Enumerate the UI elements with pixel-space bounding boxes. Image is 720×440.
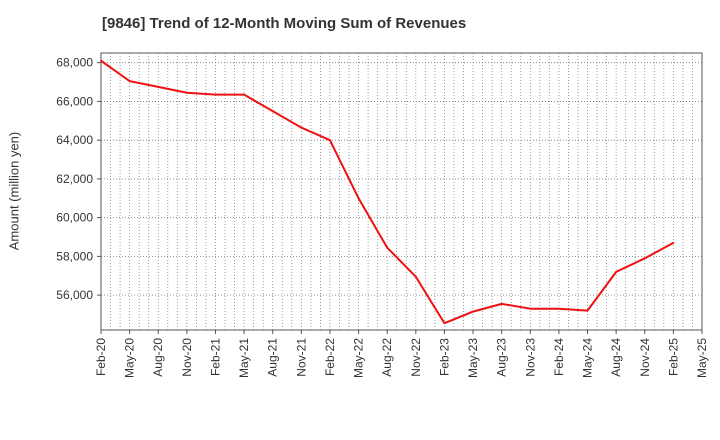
x-tick-label: Nov-23 (523, 338, 537, 377)
x-tick-label: Feb-25 (666, 338, 680, 376)
data-point (500, 302, 503, 305)
x-tick-label: May-25 (695, 338, 709, 378)
x-tick-label: Nov-21 (294, 338, 308, 377)
data-point (443, 322, 446, 325)
data-point (243, 93, 245, 96)
plot-area-frame (100, 52, 703, 331)
x-tick-label: Nov-22 (409, 338, 423, 377)
data-point (100, 59, 102, 62)
data-point (472, 310, 474, 313)
data-point (157, 85, 160, 88)
x-tick-label: May-21 (237, 338, 251, 378)
x-tick-label: Aug-20 (151, 338, 165, 377)
x-tick-label: Feb-20 (94, 338, 108, 376)
grid-lines (101, 53, 702, 330)
x-tick-label: Feb-24 (552, 338, 566, 376)
x-tick-label: Feb-22 (323, 338, 337, 376)
data-point (357, 197, 360, 200)
x-tick-label: Nov-24 (638, 338, 652, 377)
x-tick-label: Aug-24 (609, 338, 623, 377)
y-tick-label: 62,000 (56, 172, 93, 186)
y-tick-label: 68,000 (56, 56, 93, 70)
data-point (643, 257, 646, 260)
data-point (586, 309, 589, 312)
x-tick-label: Aug-22 (380, 338, 394, 377)
data-point (615, 270, 618, 273)
chart-title: [9846] Trend of 12-Month Moving Sum of R… (102, 15, 467, 32)
data-point (386, 246, 389, 249)
x-tick-label: May-23 (466, 338, 480, 378)
y-axis-ticks: 56,000 58,000 60,000 62,000 64,000 66,000 68,0… (56, 56, 101, 302)
x-axis-ticks: Feb-20 May-20 Aug-20 Nov-20 Feb-21 May-21 Aug-… (94, 330, 709, 378)
y-tick-label: 60,000 (56, 211, 93, 225)
x-tick-label: Aug-23 (495, 338, 509, 377)
y-tick-label: 58,000 (56, 249, 93, 263)
data-point (214, 93, 217, 96)
x-tick-label: May-24 (581, 338, 595, 378)
y-tick-label: 64,000 (56, 133, 93, 147)
x-tick-label: May-22 (352, 338, 366, 378)
data-point (329, 139, 331, 142)
data-point (300, 126, 303, 129)
x-tick-label: May-20 (123, 338, 137, 378)
data-point (271, 110, 274, 113)
x-tick-label: Nov-20 (180, 338, 194, 377)
series-layer (100, 59, 675, 325)
x-tick-label: Aug-21 (266, 338, 280, 377)
data-point (672, 241, 675, 244)
data-point (185, 91, 188, 94)
x-tick-label: Feb-23 (437, 338, 451, 376)
data-point (414, 275, 417, 278)
y-tick-label: 66,000 (56, 94, 93, 108)
y-tick-label: 56,000 (56, 288, 93, 302)
data-point (529, 307, 532, 310)
x-tick-label: Feb-21 (208, 338, 222, 376)
data-point (558, 307, 560, 310)
data-point (128, 80, 131, 82)
